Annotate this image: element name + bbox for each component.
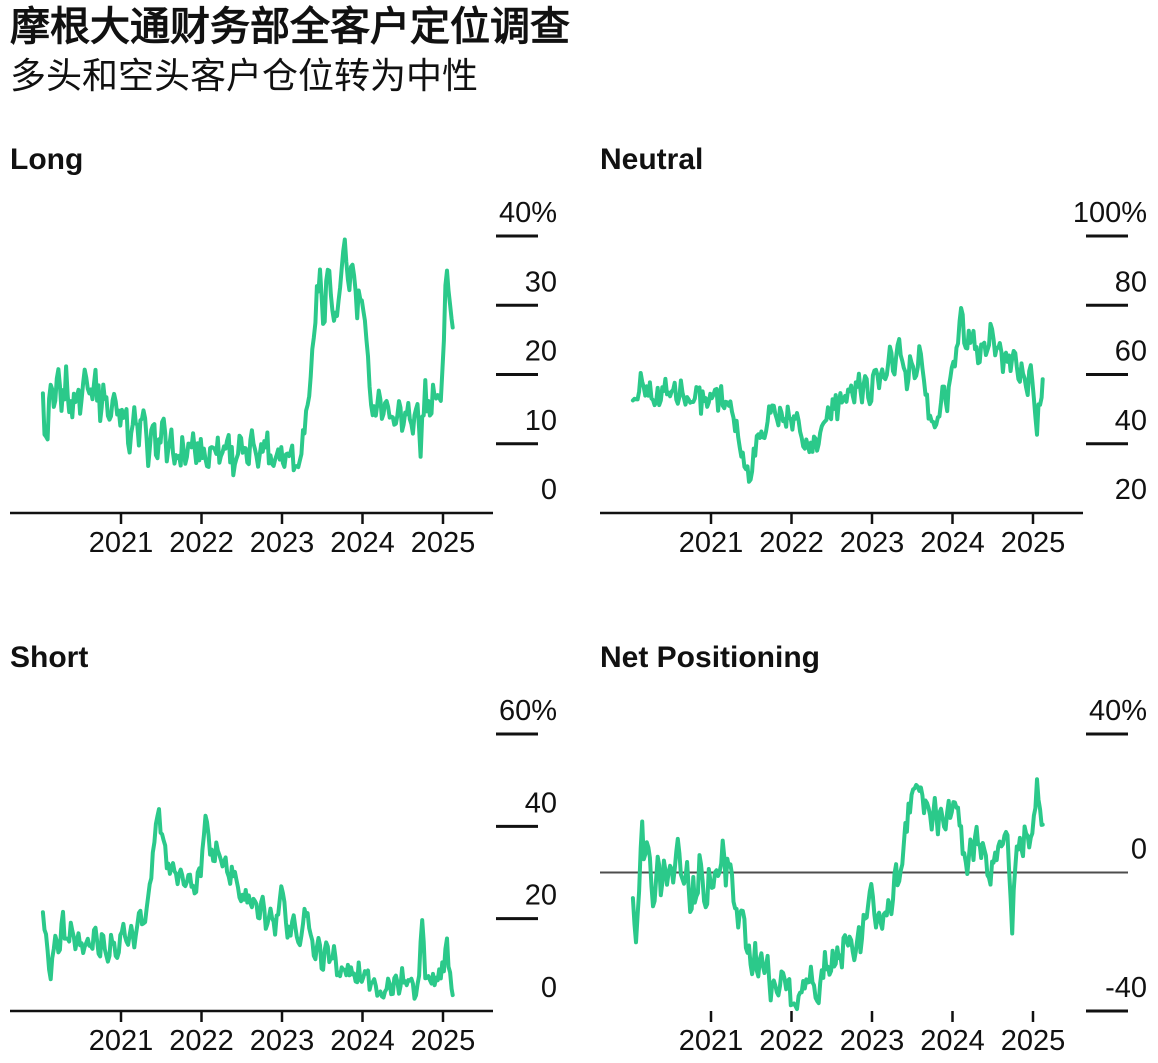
x-axis-label: 2024 — [920, 1025, 985, 1057]
x-axis-label: 2025 — [1001, 1025, 1066, 1057]
x-axis-label: 2021 — [679, 527, 744, 559]
short-chart-title: Short — [10, 641, 89, 675]
neutral-chart-title: Neutral — [600, 143, 704, 177]
y-axis-tick-label: 20 — [525, 880, 557, 912]
y-axis-tick-label: 0 — [541, 972, 557, 1004]
x-axis-label: 2024 — [330, 1025, 395, 1057]
y-axis-tick-label: 60 — [1115, 336, 1147, 368]
x-axis-label: 2024 — [330, 527, 395, 559]
y-axis-tick-label: -40 — [1105, 972, 1147, 1004]
y-axis-tick-label: 20 — [1115, 474, 1147, 506]
neutral-line-chart: 100% 80 60 40 20 2021 2022 2023 2024 2025 — [600, 197, 1147, 559]
x-axis-label: 2022 — [169, 527, 234, 559]
net-positioning-series-line — [630, 777, 1045, 1012]
panel-long: Long 40% 30 20 10 0 2021 2022 2023 2024 2025 — [10, 140, 558, 560]
short-series-line — [40, 807, 455, 1001]
x-axis-label: 2025 — [411, 1025, 476, 1057]
long-series-line — [40, 237, 455, 478]
long-line-chart: 40% 30 20 10 0 2021 2022 2023 2024 2025 — [10, 197, 557, 559]
x-axis-label: 2021 — [89, 1025, 154, 1057]
x-axis-label: 2024 — [920, 527, 985, 559]
x-axis-label: 2021 — [679, 1025, 744, 1057]
y-axis-tick-label: 40% — [1089, 695, 1147, 727]
y-axis-tick-label: 60% — [499, 695, 557, 727]
x-axis-label: 2025 — [1001, 527, 1066, 559]
x-axis-label: 2023 — [250, 1025, 315, 1057]
figure-title: 摩根大通财务部全客户定位调查 — [10, 5, 570, 49]
x-axis-label: 2022 — [169, 1025, 234, 1057]
x-axis-label: 2023 — [250, 527, 315, 559]
x-axis-label: 2022 — [759, 1025, 824, 1057]
x-axis-label: 2023 — [840, 1025, 905, 1057]
y-axis-tick-label: 10 — [525, 405, 557, 437]
y-axis-tick-label: 30 — [525, 266, 557, 298]
panel-short: Short 60% 40 20 0 2021 2022 2023 2024 2025 — [10, 638, 558, 1058]
x-axis-label: 2025 — [411, 527, 476, 559]
long-chart-title: Long — [10, 143, 84, 177]
short-line-chart: 60% 40 20 0 2021 2022 2023 2024 2025 — [10, 695, 557, 1057]
y-axis-tick-label: 40 — [1115, 405, 1147, 437]
figure-header: 摩根大通财务部全客户定位调查 多头和空头客户仓位转为中性 — [10, 4, 1148, 97]
neutral-series-line — [630, 306, 1045, 484]
y-axis-tick-label: 0 — [541, 474, 557, 506]
y-axis-tick-label: 80 — [1115, 266, 1147, 298]
net-positioning-line-chart: 40% 0 -40 2021 2022 2023 2024 2025 — [600, 695, 1147, 1057]
y-axis-tick-label: 40% — [499, 197, 557, 229]
y-axis-tick-label: 100% — [1073, 197, 1147, 229]
panel-neutral: Neutral 100% 80 60 40 20 2021 2022 2023 2024 2025 — [600, 140, 1148, 560]
x-axis-label: 2023 — [840, 527, 905, 559]
net-positioning-chart-title: Net Positioning — [600, 641, 820, 675]
panel-net-positioning: Net Positioning 40% 0 -40 2021 2022 2023 2024 2… — [600, 638, 1148, 1058]
y-axis-tick-label: 40 — [525, 788, 557, 820]
y-axis-tick-label: 20 — [525, 336, 557, 368]
x-axis-label: 2021 — [89, 527, 154, 559]
figure-subtitle: 多头和空头客户仓位转为中性 — [10, 55, 479, 96]
x-axis-label: 2022 — [759, 527, 824, 559]
y-axis-tick-label: 0 — [1131, 834, 1147, 866]
chart-grid: Long 40% 30 20 10 0 2021 2022 2023 2024 2025 Neut… — [10, 140, 1148, 1058]
